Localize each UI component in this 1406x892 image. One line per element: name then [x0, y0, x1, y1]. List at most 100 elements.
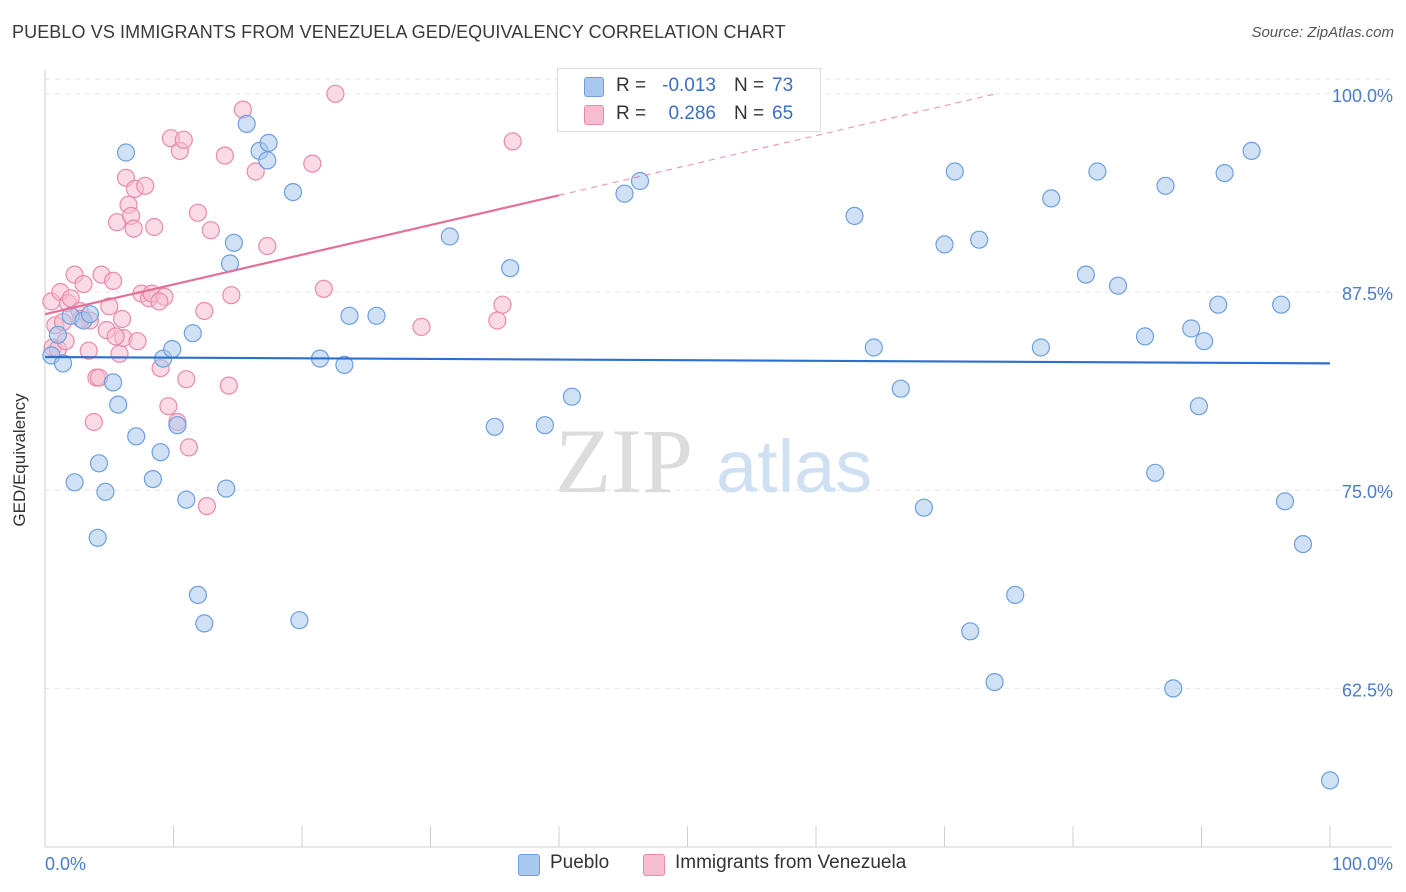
pueblo-point	[96, 482, 115, 501]
pueblo-point	[109, 395, 128, 414]
pueblo-point	[53, 354, 73, 373]
venezuela-point	[79, 341, 98, 360]
venezuela-point	[136, 176, 155, 195]
pueblo-point	[116, 143, 136, 162]
legend-row-venezuela: R = 0.286 N = 65	[558, 101, 820, 129]
pueblo-point	[283, 183, 303, 202]
pueblo-point	[1189, 397, 1209, 416]
pueblo-point	[80, 305, 100, 324]
pueblo-trend-line	[44, 355, 1331, 365]
pueblo-point	[630, 171, 650, 191]
x-tick-label: 0.0%	[45, 854, 86, 874]
pueblo-point	[1209, 295, 1228, 314]
pueblo-point	[1076, 265, 1096, 284]
y-tick-label: 62.5%	[1342, 680, 1393, 700]
pueblo-legend-swatch-icon	[518, 854, 540, 876]
pueblo-point	[1194, 332, 1214, 351]
r-value: -0.013	[662, 75, 716, 96]
venezuela-legend-swatch-icon	[643, 854, 665, 876]
pueblo-point	[1042, 189, 1061, 208]
venezuela-point	[124, 219, 143, 238]
r-value: 0.286	[668, 103, 716, 124]
y-tick-label: 87.5%	[1342, 284, 1393, 304]
venezuela-point	[258, 236, 277, 256]
venezuela-point	[100, 297, 119, 316]
pueblo-point	[1320, 771, 1340, 790]
pueblo-point	[535, 416, 555, 435]
pueblo-point	[127, 427, 146, 446]
venezuela-point	[150, 292, 169, 311]
source-label: Source: ZipAtlas.com	[1251, 24, 1394, 41]
watermark-zip: ZIP	[555, 410, 693, 512]
n-value: 65	[772, 103, 794, 124]
pueblo-point	[367, 306, 386, 325]
n-label: N =	[734, 103, 765, 124]
pueblo-point	[195, 614, 214, 633]
venezuela-trend-extension	[558, 93, 997, 196]
venezuela-swatch-icon	[584, 105, 604, 125]
venezuela-point	[74, 275, 93, 294]
correlation-legend: R = -0.013 N = 73 R = 0.286 N = 65	[557, 68, 821, 132]
venezuela-point	[195, 301, 214, 321]
legend-label-venezuela: Immigrants from Venezuela	[675, 852, 907, 873]
pueblo-point	[1146, 463, 1165, 482]
venezuela-point	[84, 412, 103, 432]
pueblo-point	[1275, 492, 1295, 511]
pueblo-point	[103, 373, 123, 392]
axes	[44, 70, 1392, 848]
pueblo-point	[177, 490, 196, 509]
pueblo-point	[1164, 679, 1183, 698]
r-label: R =	[616, 75, 647, 96]
venezuela-point	[201, 221, 220, 240]
pueblo-point	[1088, 162, 1107, 181]
pueblo-point	[935, 235, 954, 254]
pueblo-point	[845, 206, 864, 225]
pueblo-point	[290, 611, 309, 630]
legend-row-pueblo: R = -0.013 N = 73	[558, 73, 820, 101]
venezuela-point	[219, 376, 238, 395]
pueblo-point	[1031, 338, 1051, 357]
pueblo-point	[1272, 295, 1291, 314]
venezuela-point	[488, 311, 507, 330]
data-points	[42, 84, 1340, 790]
venezuela-point	[159, 397, 178, 416]
pueblo-point	[945, 162, 964, 181]
chart-title: PUEBLO VS IMMIGRANTS FROM VENEZUELA GED/…	[12, 22, 786, 42]
venezuela-point	[179, 438, 198, 457]
pueblo-point	[1135, 327, 1155, 346]
pueblo-point	[501, 259, 520, 278]
venezuela-point	[112, 309, 132, 329]
venezuela-point	[303, 154, 322, 173]
series-legend: Pueblo Immigrants from Venezuela	[0, 852, 1406, 876]
pueblo-point	[891, 379, 910, 398]
pueblo-point	[259, 133, 278, 152]
venezuela-point	[215, 146, 234, 165]
pueblo-point	[217, 479, 236, 498]
pueblo-point	[440, 227, 459, 246]
r-label: R =	[616, 103, 647, 124]
venezuela-point	[103, 271, 123, 290]
pueblo-point	[562, 387, 582, 406]
pueblo-point	[485, 417, 504, 436]
pueblo-point	[970, 230, 989, 249]
pueblo-point	[1006, 585, 1025, 605]
pueblo-point	[340, 306, 359, 325]
pueblo-point	[48, 325, 68, 344]
pueblo-point	[237, 114, 256, 134]
venezuela-point	[174, 130, 193, 149]
pueblo-point	[168, 416, 187, 435]
venezuela-point	[145, 217, 164, 237]
pueblo-point	[1108, 276, 1128, 295]
venezuela-point	[177, 370, 196, 389]
x-tick-label: 100.0%	[1332, 854, 1393, 874]
venezuela-point	[106, 327, 125, 346]
venezuela-point	[493, 295, 512, 314]
pueblo-point	[335, 355, 354, 374]
pueblo-point	[258, 151, 277, 170]
y-tick-label: 75.0%	[1342, 482, 1393, 502]
legend-label-pueblo: Pueblo	[550, 852, 610, 873]
venezuela-point	[197, 497, 216, 516]
trend-lines	[44, 93, 1331, 365]
venezuela-point	[412, 317, 431, 336]
